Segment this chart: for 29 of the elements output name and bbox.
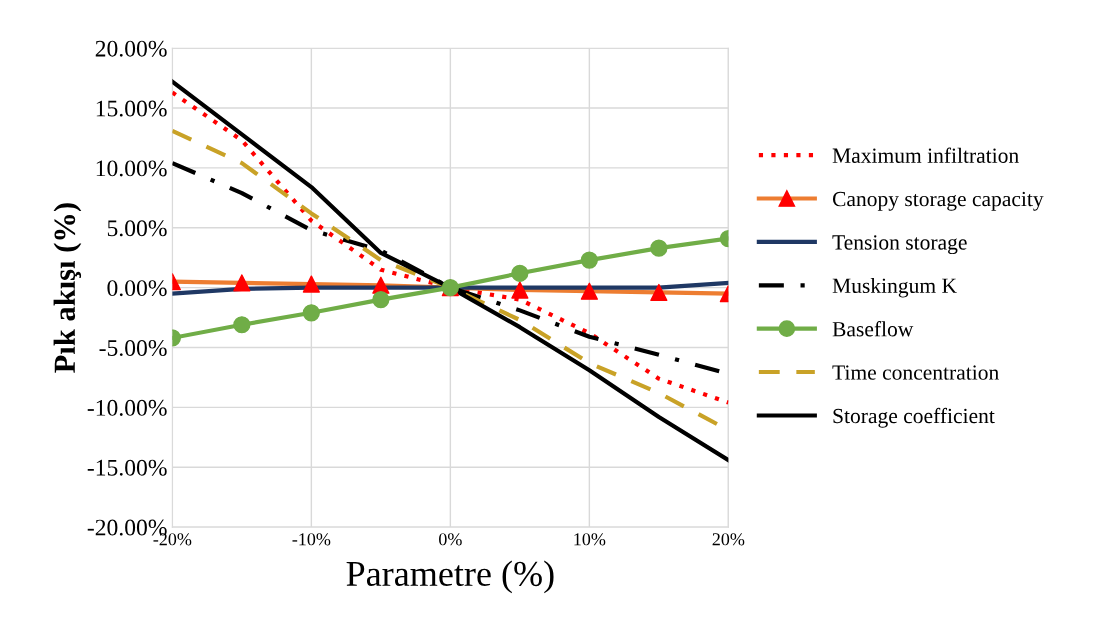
y-tick-label: 20.00% <box>95 40 167 57</box>
point <box>372 276 390 294</box>
point <box>650 283 668 302</box>
point <box>302 275 320 293</box>
legend-label: Baseflow <box>832 321 914 337</box>
y-axis-title: Pık akışı (%) <box>53 203 82 373</box>
legend-label: Maximum infiltration <box>832 147 1019 163</box>
point <box>580 282 598 300</box>
y-tick-label: 0.00% <box>107 280 167 297</box>
y-tick-label: 15.00% <box>96 100 167 117</box>
legend-label: Canopy storage capacity <box>832 191 1044 211</box>
x-tick-label: 10% <box>574 533 606 546</box>
legend-label: Muskingum K <box>832 277 957 298</box>
point <box>511 281 529 299</box>
point <box>233 274 251 292</box>
x-tick-label: 20% <box>712 533 745 546</box>
legend-label: Time concentration <box>832 365 999 380</box>
y-tick-label: 10.00% <box>96 160 167 177</box>
y-tick-label: 5.00% <box>107 220 167 237</box>
line-series <box>172 90 729 405</box>
legend-label: Tension storage <box>832 235 967 255</box>
x-tick-label: -10% <box>292 533 331 546</box>
y-tick-label: -5.00% <box>99 340 167 357</box>
legend-label: Storage coefficient <box>833 407 995 428</box>
y-tick-label: -15.00% <box>87 459 167 476</box>
line-series <box>172 79 729 463</box>
x-axis-title: Parametre (%) <box>346 560 554 594</box>
x-tick-label: 0% <box>439 533 462 546</box>
y-tick-label: -10.00% <box>87 399 167 416</box>
